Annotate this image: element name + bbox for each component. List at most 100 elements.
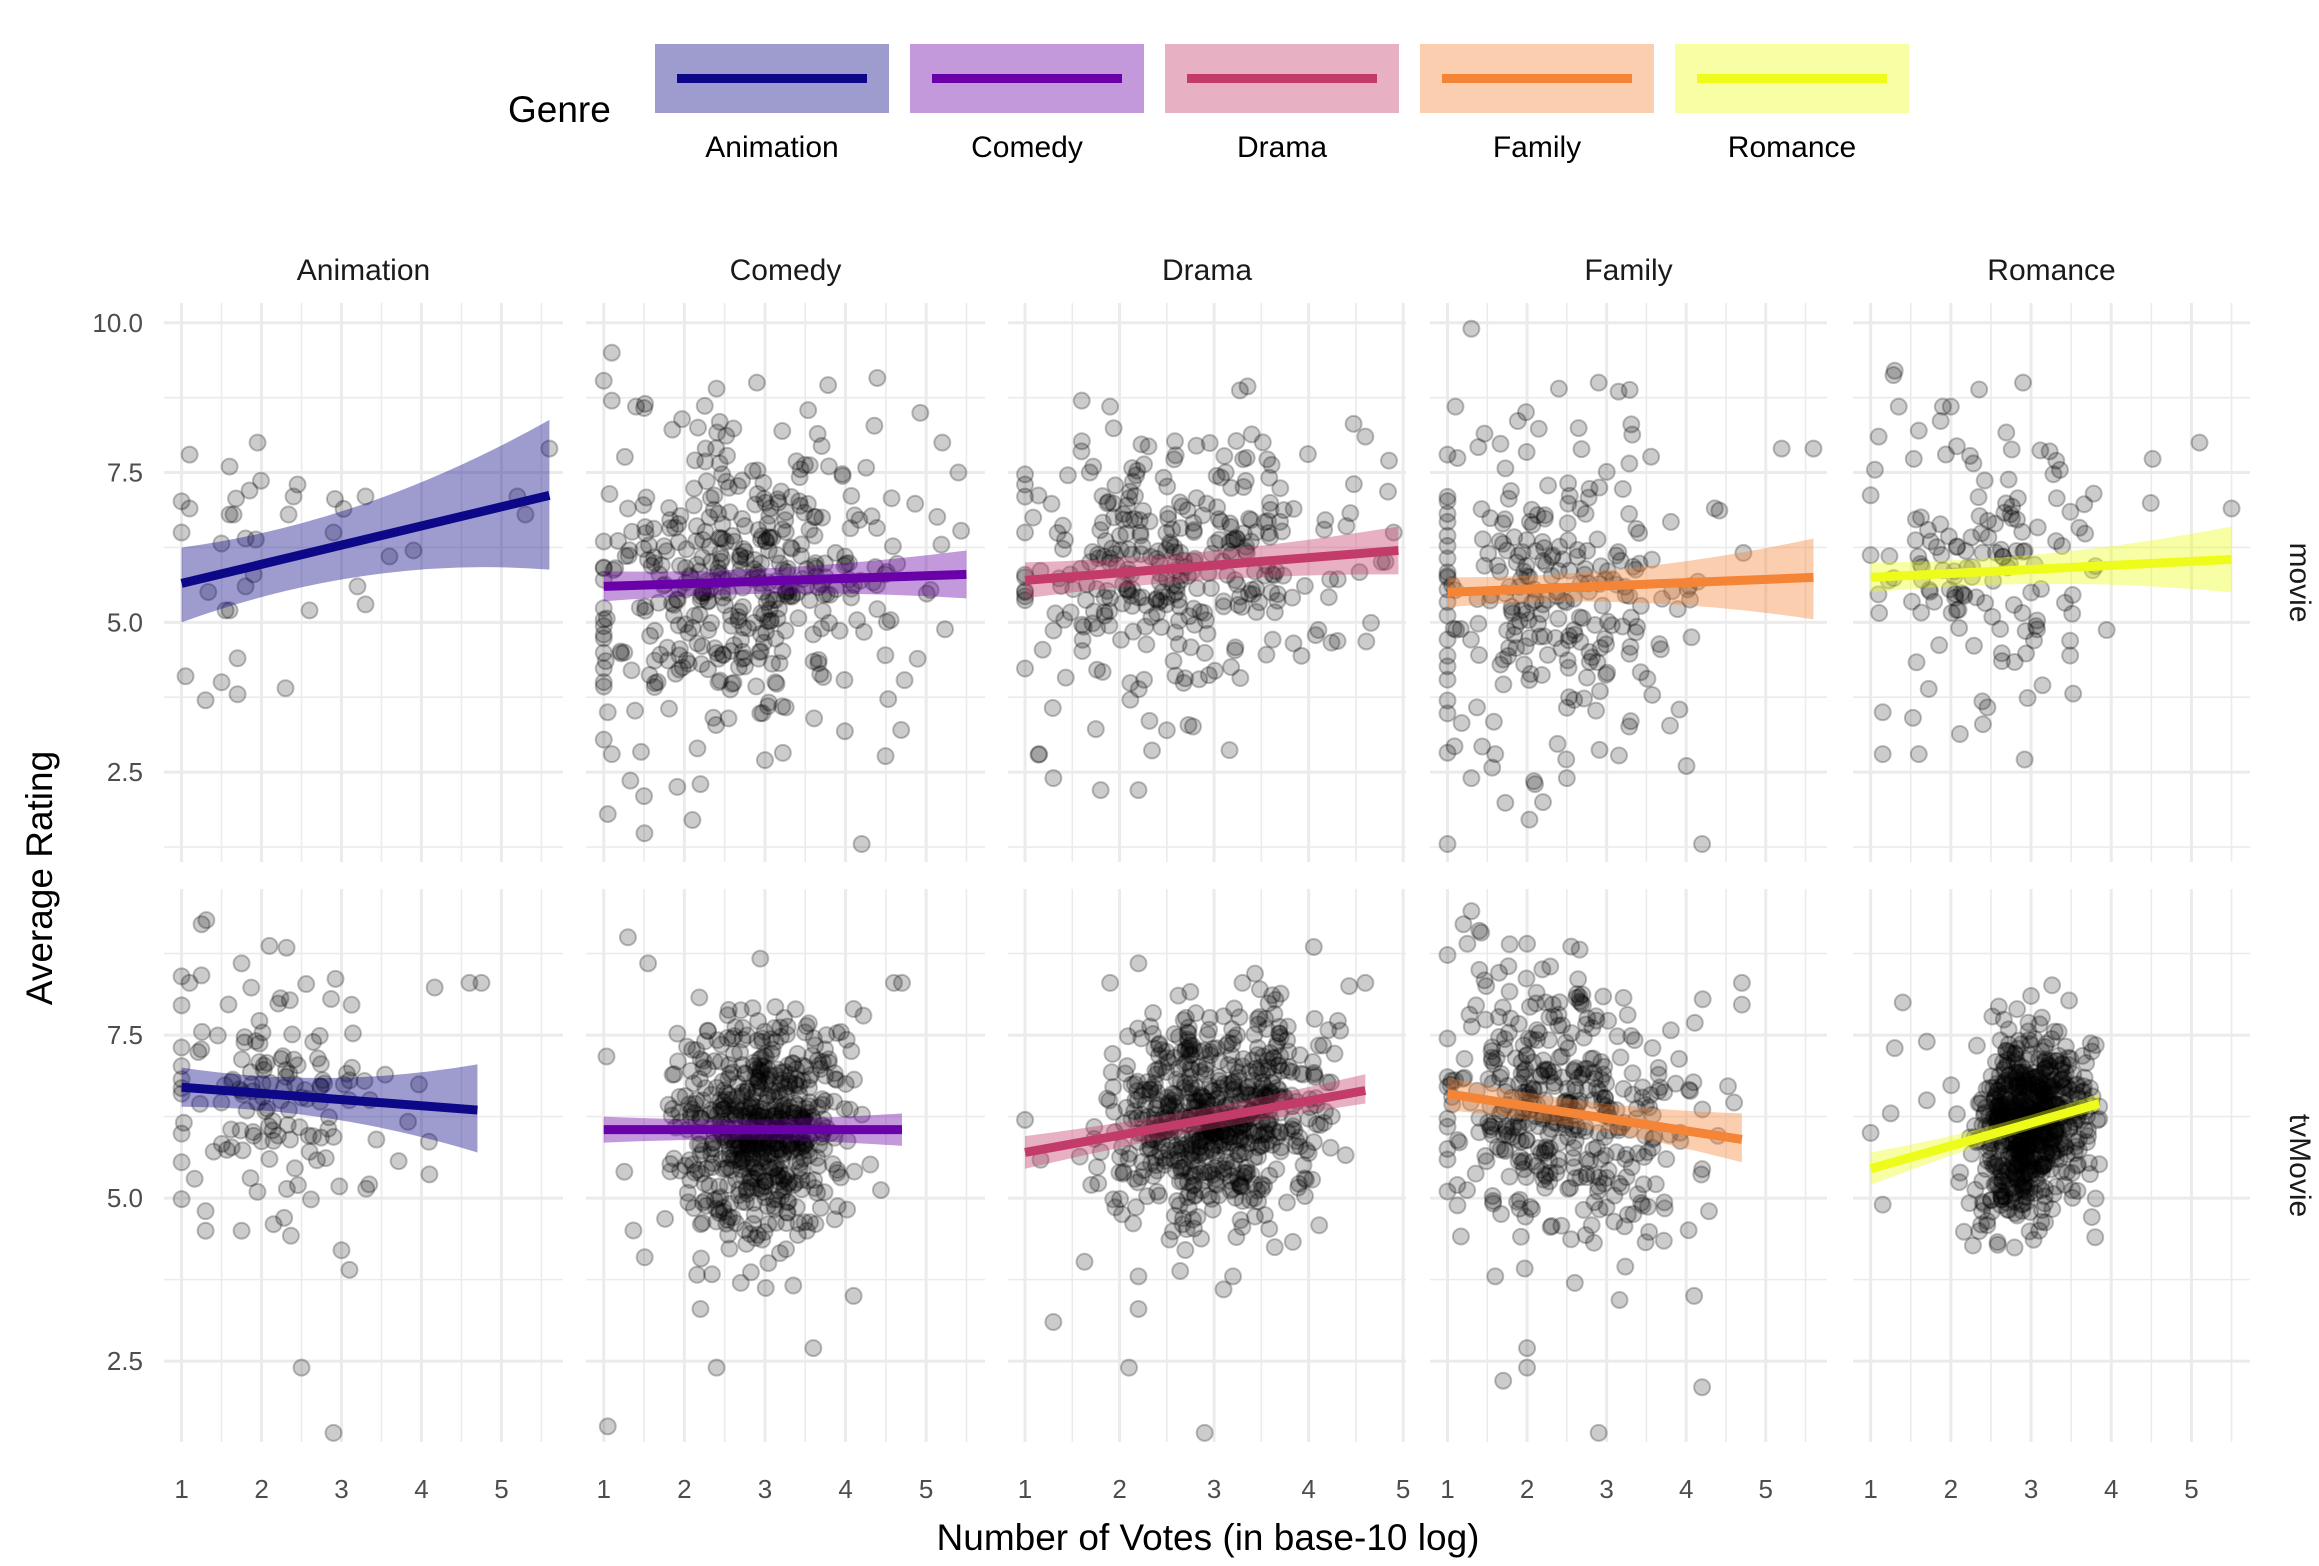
data-point — [2010, 1081, 2029, 1100]
data-point — [1187, 489, 1206, 508]
data-point — [781, 538, 800, 557]
data-point — [778, 1193, 797, 1212]
x-tick-label: 2 — [254, 1474, 268, 1504]
data-point — [2055, 593, 2074, 612]
data-point — [1992, 1106, 2011, 1125]
data-point — [1226, 571, 1245, 590]
data-point — [330, 1177, 349, 1196]
data-point — [711, 1052, 730, 1071]
data-point — [1095, 547, 1114, 566]
data-point — [1228, 575, 1247, 594]
data-point — [1661, 512, 1680, 531]
data-point — [271, 989, 290, 1008]
data-point — [1184, 521, 1203, 540]
data-point — [1208, 1089, 1227, 1108]
data-point — [871, 1181, 890, 1200]
data-point — [1290, 1137, 1309, 1156]
data-point — [334, 1075, 353, 1094]
data-point — [1214, 597, 1233, 616]
data-point — [777, 1214, 796, 1233]
data-point — [2043, 1143, 2062, 1162]
data-point — [679, 623, 698, 642]
data-point — [2021, 1202, 2040, 1221]
data-point — [770, 1141, 789, 1160]
data-point — [251, 471, 270, 490]
data-point — [1176, 1008, 1195, 1027]
data-point — [2010, 1143, 2029, 1162]
data-point — [1609, 382, 1628, 401]
data-point — [1259, 1113, 1278, 1132]
data-point — [1587, 1138, 1606, 1157]
data-point — [1242, 1165, 1261, 1184]
data-point — [702, 1139, 721, 1158]
data-point — [1212, 468, 1231, 487]
data-point — [1111, 1190, 1130, 1209]
data-point — [1268, 591, 1287, 610]
data-point — [775, 1079, 794, 1098]
data-point — [1520, 997, 1539, 1016]
data-point — [1235, 1085, 1254, 1104]
data-point — [1541, 1217, 1560, 1236]
data-point — [1548, 734, 1567, 753]
data-point — [825, 1210, 844, 1229]
data-point — [1620, 717, 1639, 736]
trend-line — [1024, 545, 1399, 585]
data-point — [1177, 1139, 1196, 1158]
data-point — [1384, 523, 1403, 542]
data-point — [2020, 1149, 2039, 1168]
data-point — [752, 604, 771, 623]
data-point — [285, 1159, 304, 1178]
data-point — [269, 1126, 288, 1145]
data-point — [1095, 588, 1114, 607]
data-point — [1487, 1049, 1506, 1068]
data-point — [1141, 1138, 1160, 1157]
data-point — [733, 1082, 752, 1101]
data-point — [1438, 743, 1457, 762]
data-point — [1205, 661, 1224, 680]
data-point — [2028, 1078, 2047, 1097]
data-point — [1490, 562, 1509, 581]
data-point — [696, 1191, 715, 1210]
data-point — [688, 634, 707, 653]
data-point — [688, 1161, 707, 1180]
data-point — [2011, 1136, 2030, 1155]
data-point — [776, 585, 795, 604]
data-point — [766, 998, 785, 1017]
data-point — [800, 520, 819, 539]
data-point — [1477, 977, 1496, 996]
data-point — [792, 535, 811, 554]
data-point — [1157, 721, 1176, 740]
data-point — [1231, 1131, 1250, 1150]
data-point — [798, 1171, 817, 1190]
data-point — [1122, 586, 1141, 605]
data-point — [1475, 556, 1494, 575]
x-tick-label: 3 — [1207, 1474, 1221, 1504]
data-point — [1650, 635, 1669, 654]
data-point — [1224, 1079, 1243, 1098]
data-point — [1524, 1053, 1543, 1072]
data-point — [1190, 670, 1209, 689]
data-point — [1226, 1188, 1245, 1207]
data-point — [2061, 646, 2080, 665]
data-point — [728, 1139, 747, 1158]
data-point — [1086, 720, 1105, 739]
data-point — [1163, 576, 1182, 595]
data-point — [1992, 1097, 2011, 1116]
data-point — [1564, 1138, 1583, 1157]
data-point — [2028, 1140, 2047, 1159]
points — [1016, 937, 1375, 1442]
data-point — [1560, 561, 1579, 580]
data-point — [1165, 1048, 1184, 1067]
data-point — [2013, 1067, 2032, 1086]
data-point — [759, 1070, 778, 1089]
data-point — [1149, 542, 1168, 561]
data-point — [2066, 1137, 2085, 1156]
data-point — [1238, 1134, 1257, 1153]
data-point — [2007, 1050, 2026, 1069]
data-point — [2030, 1221, 2049, 1240]
data-point — [616, 547, 635, 566]
data-point — [1104, 1190, 1123, 1209]
data-point — [1197, 1092, 1216, 1111]
data-point — [656, 1209, 675, 1228]
data-point — [808, 1051, 827, 1070]
